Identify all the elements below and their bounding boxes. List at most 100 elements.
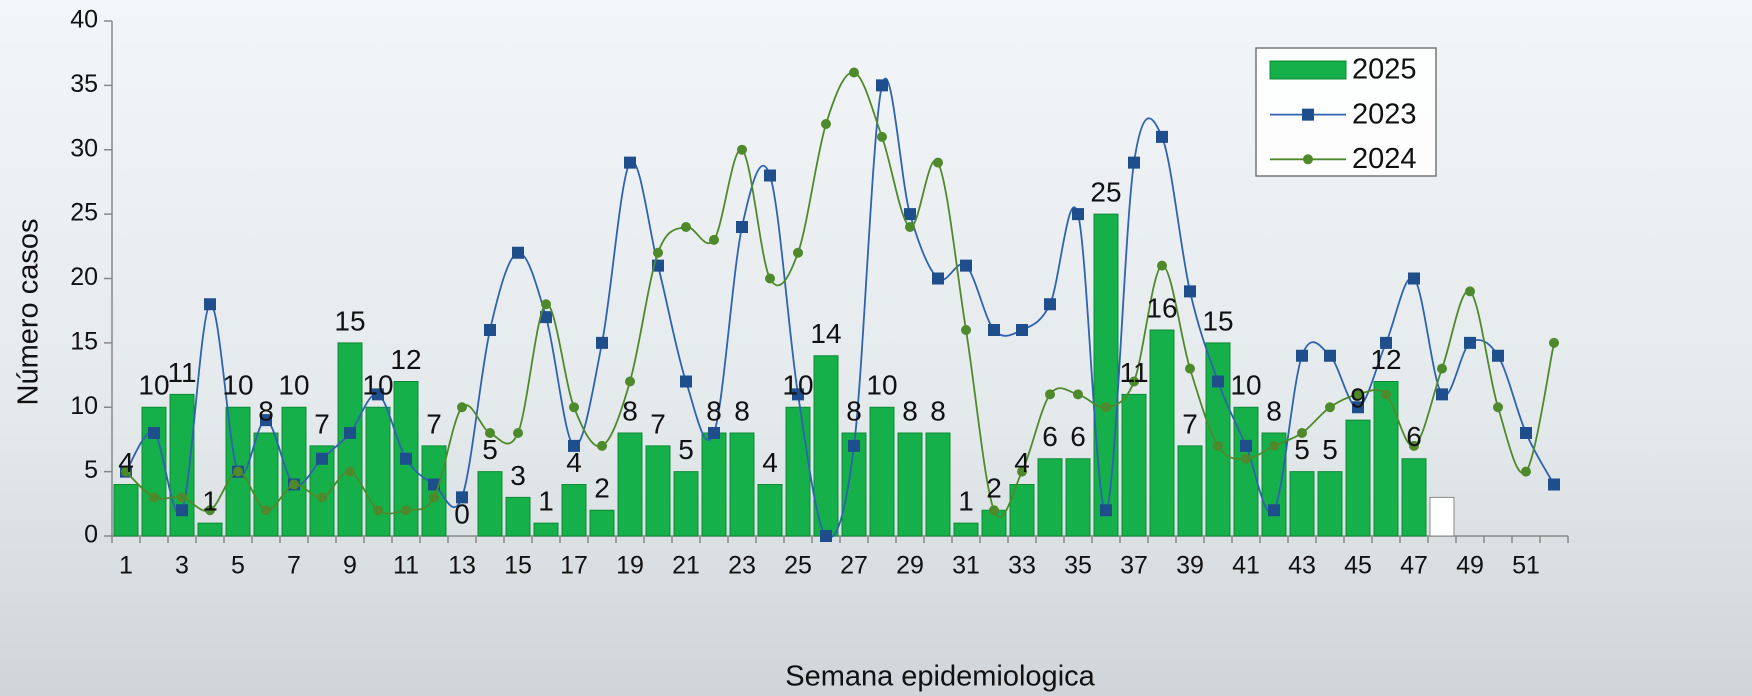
legend-label: 2025 xyxy=(1352,54,1417,86)
x-tick-label: 35 xyxy=(1064,552,1092,580)
data-label: 5 xyxy=(1294,434,1310,465)
marker xyxy=(1156,131,1168,143)
data-label: 6 xyxy=(1042,421,1058,452)
chart: 0510152025303540135791113151719212325272… xyxy=(0,0,1752,696)
marker xyxy=(148,427,160,439)
data-label: 4 xyxy=(762,447,778,478)
legend-marker xyxy=(1303,154,1313,164)
bar xyxy=(114,485,138,537)
marker xyxy=(596,337,608,349)
marker xyxy=(261,505,271,515)
marker xyxy=(1464,337,1476,349)
data-label: 3 xyxy=(510,460,526,491)
data-label: 8 xyxy=(902,395,918,426)
data-label: 6 xyxy=(1406,421,1422,452)
x-tick-label: 27 xyxy=(840,552,868,580)
data-label: 4 xyxy=(1014,447,1030,478)
x-tick-label: 51 xyxy=(1512,552,1540,580)
data-label: 12 xyxy=(1370,344,1401,375)
data-label: 0 xyxy=(454,498,470,529)
data-label: 8 xyxy=(734,395,750,426)
bar xyxy=(702,433,726,536)
x-tick-label: 49 xyxy=(1456,552,1484,580)
data-label: 9 xyxy=(1350,383,1366,414)
marker xyxy=(1325,402,1335,412)
marker xyxy=(1185,364,1195,374)
marker xyxy=(820,530,832,542)
data-label: 5 xyxy=(678,434,694,465)
y-tick-label: 20 xyxy=(70,263,98,291)
bar xyxy=(1038,459,1062,536)
x-tick-label: 43 xyxy=(1288,552,1316,580)
x-tick-label: 7 xyxy=(287,552,301,580)
marker xyxy=(1184,285,1196,297)
data-label: 8 xyxy=(622,395,638,426)
x-tick-label: 13 xyxy=(448,552,476,580)
marker xyxy=(373,505,383,515)
marker xyxy=(765,274,775,284)
marker xyxy=(905,222,915,232)
bar xyxy=(198,523,222,536)
marker xyxy=(1548,479,1560,491)
x-tick-label: 3 xyxy=(175,552,189,580)
y-tick-label: 15 xyxy=(70,327,98,355)
marker xyxy=(1213,441,1223,451)
legend-swatch xyxy=(1270,61,1346,79)
marker xyxy=(317,492,327,502)
x-tick-label: 29 xyxy=(896,552,924,580)
bar xyxy=(758,485,782,537)
x-tick-label: 5 xyxy=(231,552,245,580)
marker xyxy=(709,235,719,245)
marker xyxy=(1073,389,1083,399)
marker xyxy=(401,505,411,515)
x-tick-label: 21 xyxy=(672,552,700,580)
marker xyxy=(653,248,663,258)
marker xyxy=(961,325,971,335)
marker xyxy=(289,480,299,490)
data-label: 1 xyxy=(958,486,974,517)
marker xyxy=(176,504,188,516)
x-tick-label: 33 xyxy=(1008,552,1036,580)
data-label: 7 xyxy=(426,408,442,439)
data-label: 7 xyxy=(314,408,330,439)
bar xyxy=(478,472,502,536)
marker xyxy=(1016,324,1028,336)
data-label: 6 xyxy=(1070,421,1086,452)
bar xyxy=(366,407,390,536)
marker xyxy=(625,377,635,387)
y-axis-title: Número casos xyxy=(13,219,45,406)
data-label: 25 xyxy=(1090,177,1121,208)
x-tick-label: 39 xyxy=(1176,552,1204,580)
marker xyxy=(1268,504,1280,516)
x-axis-title: Semana epidemiologica xyxy=(785,661,1095,693)
data-label: 10 xyxy=(222,370,253,401)
marker xyxy=(344,427,356,439)
data-label: 4 xyxy=(566,447,582,478)
marker xyxy=(1296,350,1308,362)
data-label: 10 xyxy=(782,370,813,401)
bar xyxy=(1402,459,1426,536)
x-tick-label: 11 xyxy=(393,552,419,580)
marker xyxy=(1493,402,1503,412)
marker xyxy=(457,402,467,412)
marker xyxy=(680,376,692,388)
bar xyxy=(926,433,950,536)
marker xyxy=(513,428,523,438)
legend-marker xyxy=(1302,109,1314,121)
bar xyxy=(562,485,586,537)
marker xyxy=(821,119,831,129)
marker xyxy=(569,402,579,412)
data-label: 8 xyxy=(706,395,722,426)
data-label: 2 xyxy=(986,473,1002,504)
data-label: 8 xyxy=(846,395,862,426)
marker xyxy=(1520,427,1532,439)
marker xyxy=(764,170,776,182)
x-tick-label: 47 xyxy=(1400,552,1428,580)
marker xyxy=(737,145,747,155)
legend-label: 2023 xyxy=(1352,98,1417,130)
y-tick-label: 10 xyxy=(70,392,98,420)
bar xyxy=(1430,497,1454,536)
bar xyxy=(590,510,614,536)
bar xyxy=(1346,420,1370,536)
bar xyxy=(142,407,166,536)
